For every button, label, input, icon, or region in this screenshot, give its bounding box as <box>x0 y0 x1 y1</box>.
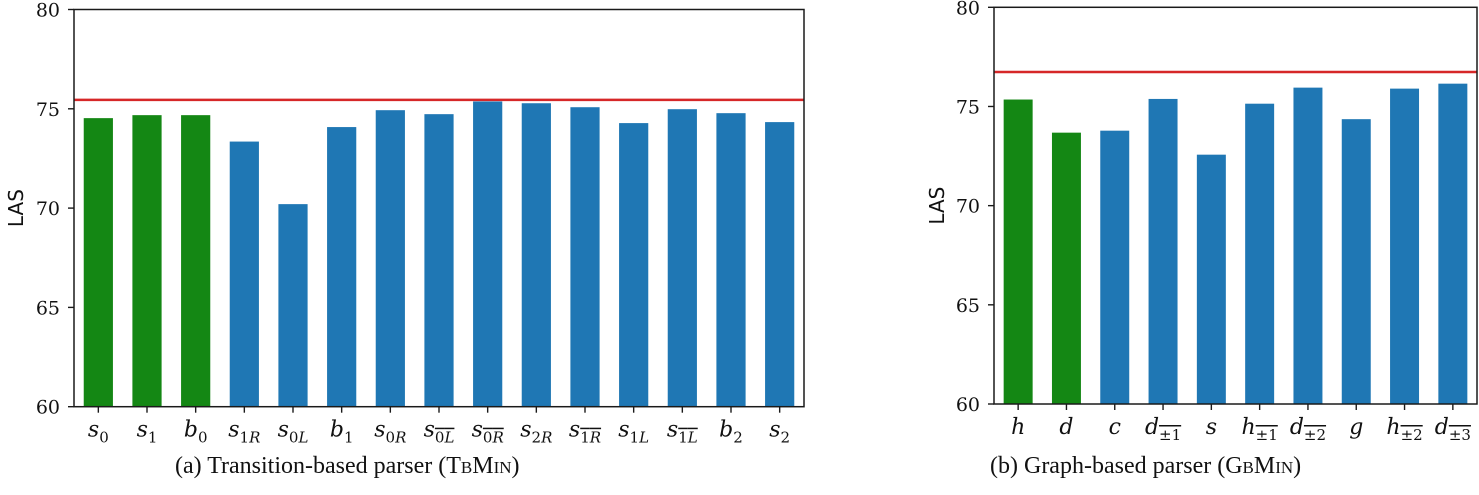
x-tick-label: s0L <box>424 418 455 447</box>
x-tick-label: s0R <box>472 418 504 447</box>
x-tick-label: c <box>1109 415 1121 440</box>
bar-h <box>1003 99 1033 405</box>
bar-s_0L <box>278 204 308 407</box>
bar-b_2 <box>716 113 746 407</box>
caption-b-suffix: ) <box>1293 453 1302 479</box>
y-tick-label: 75 <box>36 99 60 121</box>
bar-d_±1 <box>1148 98 1178 405</box>
caption-a: (a) Transition-based parser (TbMin) <box>175 453 520 480</box>
caption-b-model: GbMin <box>1225 453 1294 479</box>
x-tick-label: s0R <box>374 418 406 447</box>
y-axis-label: LAS <box>4 189 28 227</box>
y-tick-label: 80 <box>956 0 980 19</box>
y-axis-label: LAS <box>925 187 949 225</box>
x-tick-label: d±3 <box>1435 415 1471 444</box>
y-tick-label: 60 <box>956 394 980 416</box>
caption-a-suffix: ) <box>511 453 520 479</box>
x-tick-label: s <box>1206 415 1217 440</box>
x-tick-label: s1 <box>137 418 158 447</box>
chart-panel-graph-based: h d c d±1 s h±1 d±2 g h±2 d±3 60 65 70 75 80 LAS <box>925 0 1478 444</box>
caption-a-model: TbMin <box>446 453 512 479</box>
x-tick-label: s1L <box>618 418 649 447</box>
y-tick-label: 65 <box>36 297 60 319</box>
y-tick-label: 70 <box>36 198 60 220</box>
y-tick-label: 75 <box>956 96 980 118</box>
x-tick-label: b0 <box>184 418 208 447</box>
x-tick-label: s1R <box>228 418 260 447</box>
bar-s_1L̄ <box>667 109 697 407</box>
bar-h_±1 <box>1245 103 1275 405</box>
y-tick-label: 65 <box>956 295 980 317</box>
x-tick-label: s1L <box>667 418 698 447</box>
bar-s_0 <box>83 118 113 407</box>
bar-d <box>1051 132 1081 404</box>
bar-s_0R <box>375 110 405 407</box>
bar-c <box>1100 130 1130 404</box>
x-tick-label: h±1 <box>1242 415 1278 444</box>
bar-h_±2 <box>1390 88 1420 404</box>
x-tick-label: b1 <box>330 418 354 447</box>
bar-s_1R̄ <box>570 107 600 407</box>
y-tick-label: 80 <box>36 0 60 22</box>
y-tick-label: 60 <box>36 397 60 419</box>
x-tick-label: s2 <box>769 418 790 447</box>
y-tick-label: 70 <box>956 196 980 218</box>
x-tick-label: s0 <box>88 418 109 447</box>
bar-s_1R <box>229 141 259 407</box>
bar-s <box>1196 154 1226 404</box>
bar-b_0 <box>181 115 211 407</box>
x-tick-label: h±2 <box>1386 415 1422 444</box>
x-tick-label: b2 <box>719 418 743 447</box>
caption-b-prefix: (b) Graph-based parser ( <box>990 453 1226 479</box>
x-tick-label: h <box>1011 415 1025 440</box>
bar-d_±3 <box>1438 83 1468 405</box>
chart-panel-transition-based: s0 s1 b0 s1R s0L b1 s0R s0L s0R s2R s1R s1L s1L b2 s2 6… <box>4 0 805 447</box>
x-tick-label: d±2 <box>1290 415 1326 444</box>
x-tick-label: s1R <box>569 418 601 447</box>
x-tick-label: s0L <box>278 418 309 447</box>
caption-b: (b) Graph-based parser (GbMin) <box>990 453 1301 480</box>
bar-s_1L <box>619 123 649 407</box>
bar-s_2R <box>521 103 551 407</box>
bar-s_0R̄ <box>473 101 503 407</box>
bar-b_1 <box>327 127 357 407</box>
caption-a-prefix: (a) Transition-based parser ( <box>175 453 447 479</box>
bar-s_2 <box>765 122 795 407</box>
bar-g <box>1341 119 1371 404</box>
x-tick-label: s2R <box>520 418 552 447</box>
x-tick-label: d±1 <box>1145 415 1181 444</box>
x-tick-label: d <box>1059 415 1073 440</box>
bar-d_±2 <box>1293 87 1323 405</box>
bar-s_1 <box>132 115 162 407</box>
bar-s_0L̄ <box>424 114 454 407</box>
x-tick-label: g <box>1349 415 1363 440</box>
